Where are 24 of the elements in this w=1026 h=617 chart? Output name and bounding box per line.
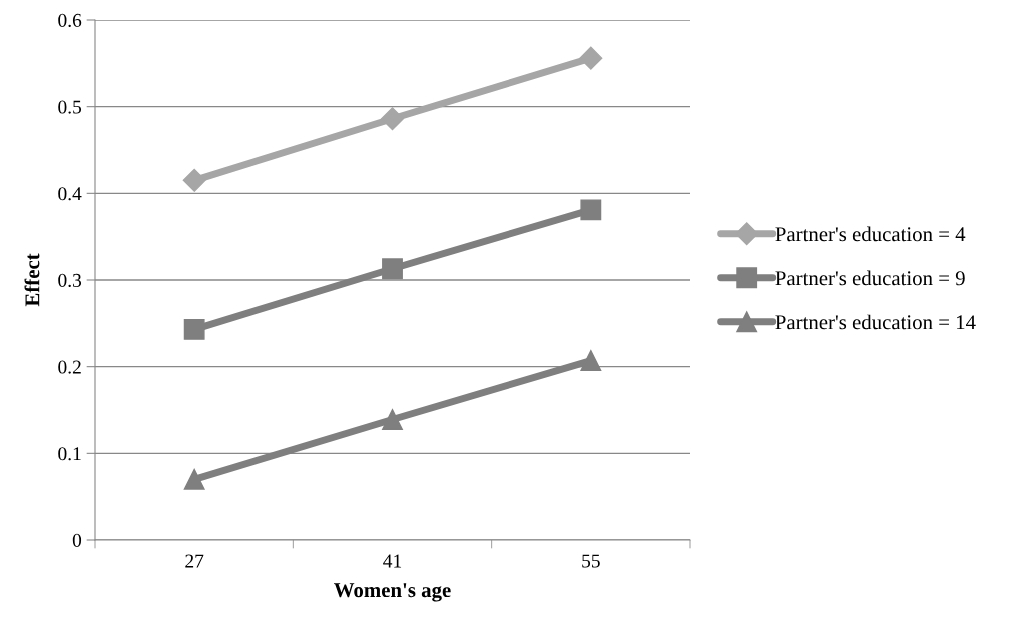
point	[182, 168, 206, 192]
y-tick-label: 0.4	[58, 187, 82, 201]
legend-label: Partner's education = 4	[775, 226, 966, 242]
point	[580, 350, 602, 372]
x-axis-title: Women's age	[334, 583, 451, 602]
x-tick-label: 41	[383, 554, 402, 568]
point	[183, 468, 205, 490]
y-axis-title: Effect	[24, 253, 40, 307]
x-tick-label: 55	[582, 554, 600, 568]
legend-label: Partner's education = 14	[775, 314, 976, 330]
y-tick-label: 0.5	[58, 100, 82, 114]
y-tick-label: 0	[72, 533, 82, 547]
point	[381, 107, 404, 131]
point	[580, 199, 602, 221]
point	[382, 258, 403, 280]
point	[579, 46, 603, 70]
x-tick-label: 27	[185, 554, 204, 568]
y-tick-label: 0.6	[58, 13, 82, 28]
y-tick-label: 0.1	[58, 447, 81, 461]
y-tick-label: 0.2	[58, 360, 81, 374]
point	[183, 318, 205, 340]
legend-label: Partner's education = 9	[775, 270, 965, 286]
y-tick-label: 0.3	[58, 273, 82, 288]
point	[382, 409, 403, 430]
